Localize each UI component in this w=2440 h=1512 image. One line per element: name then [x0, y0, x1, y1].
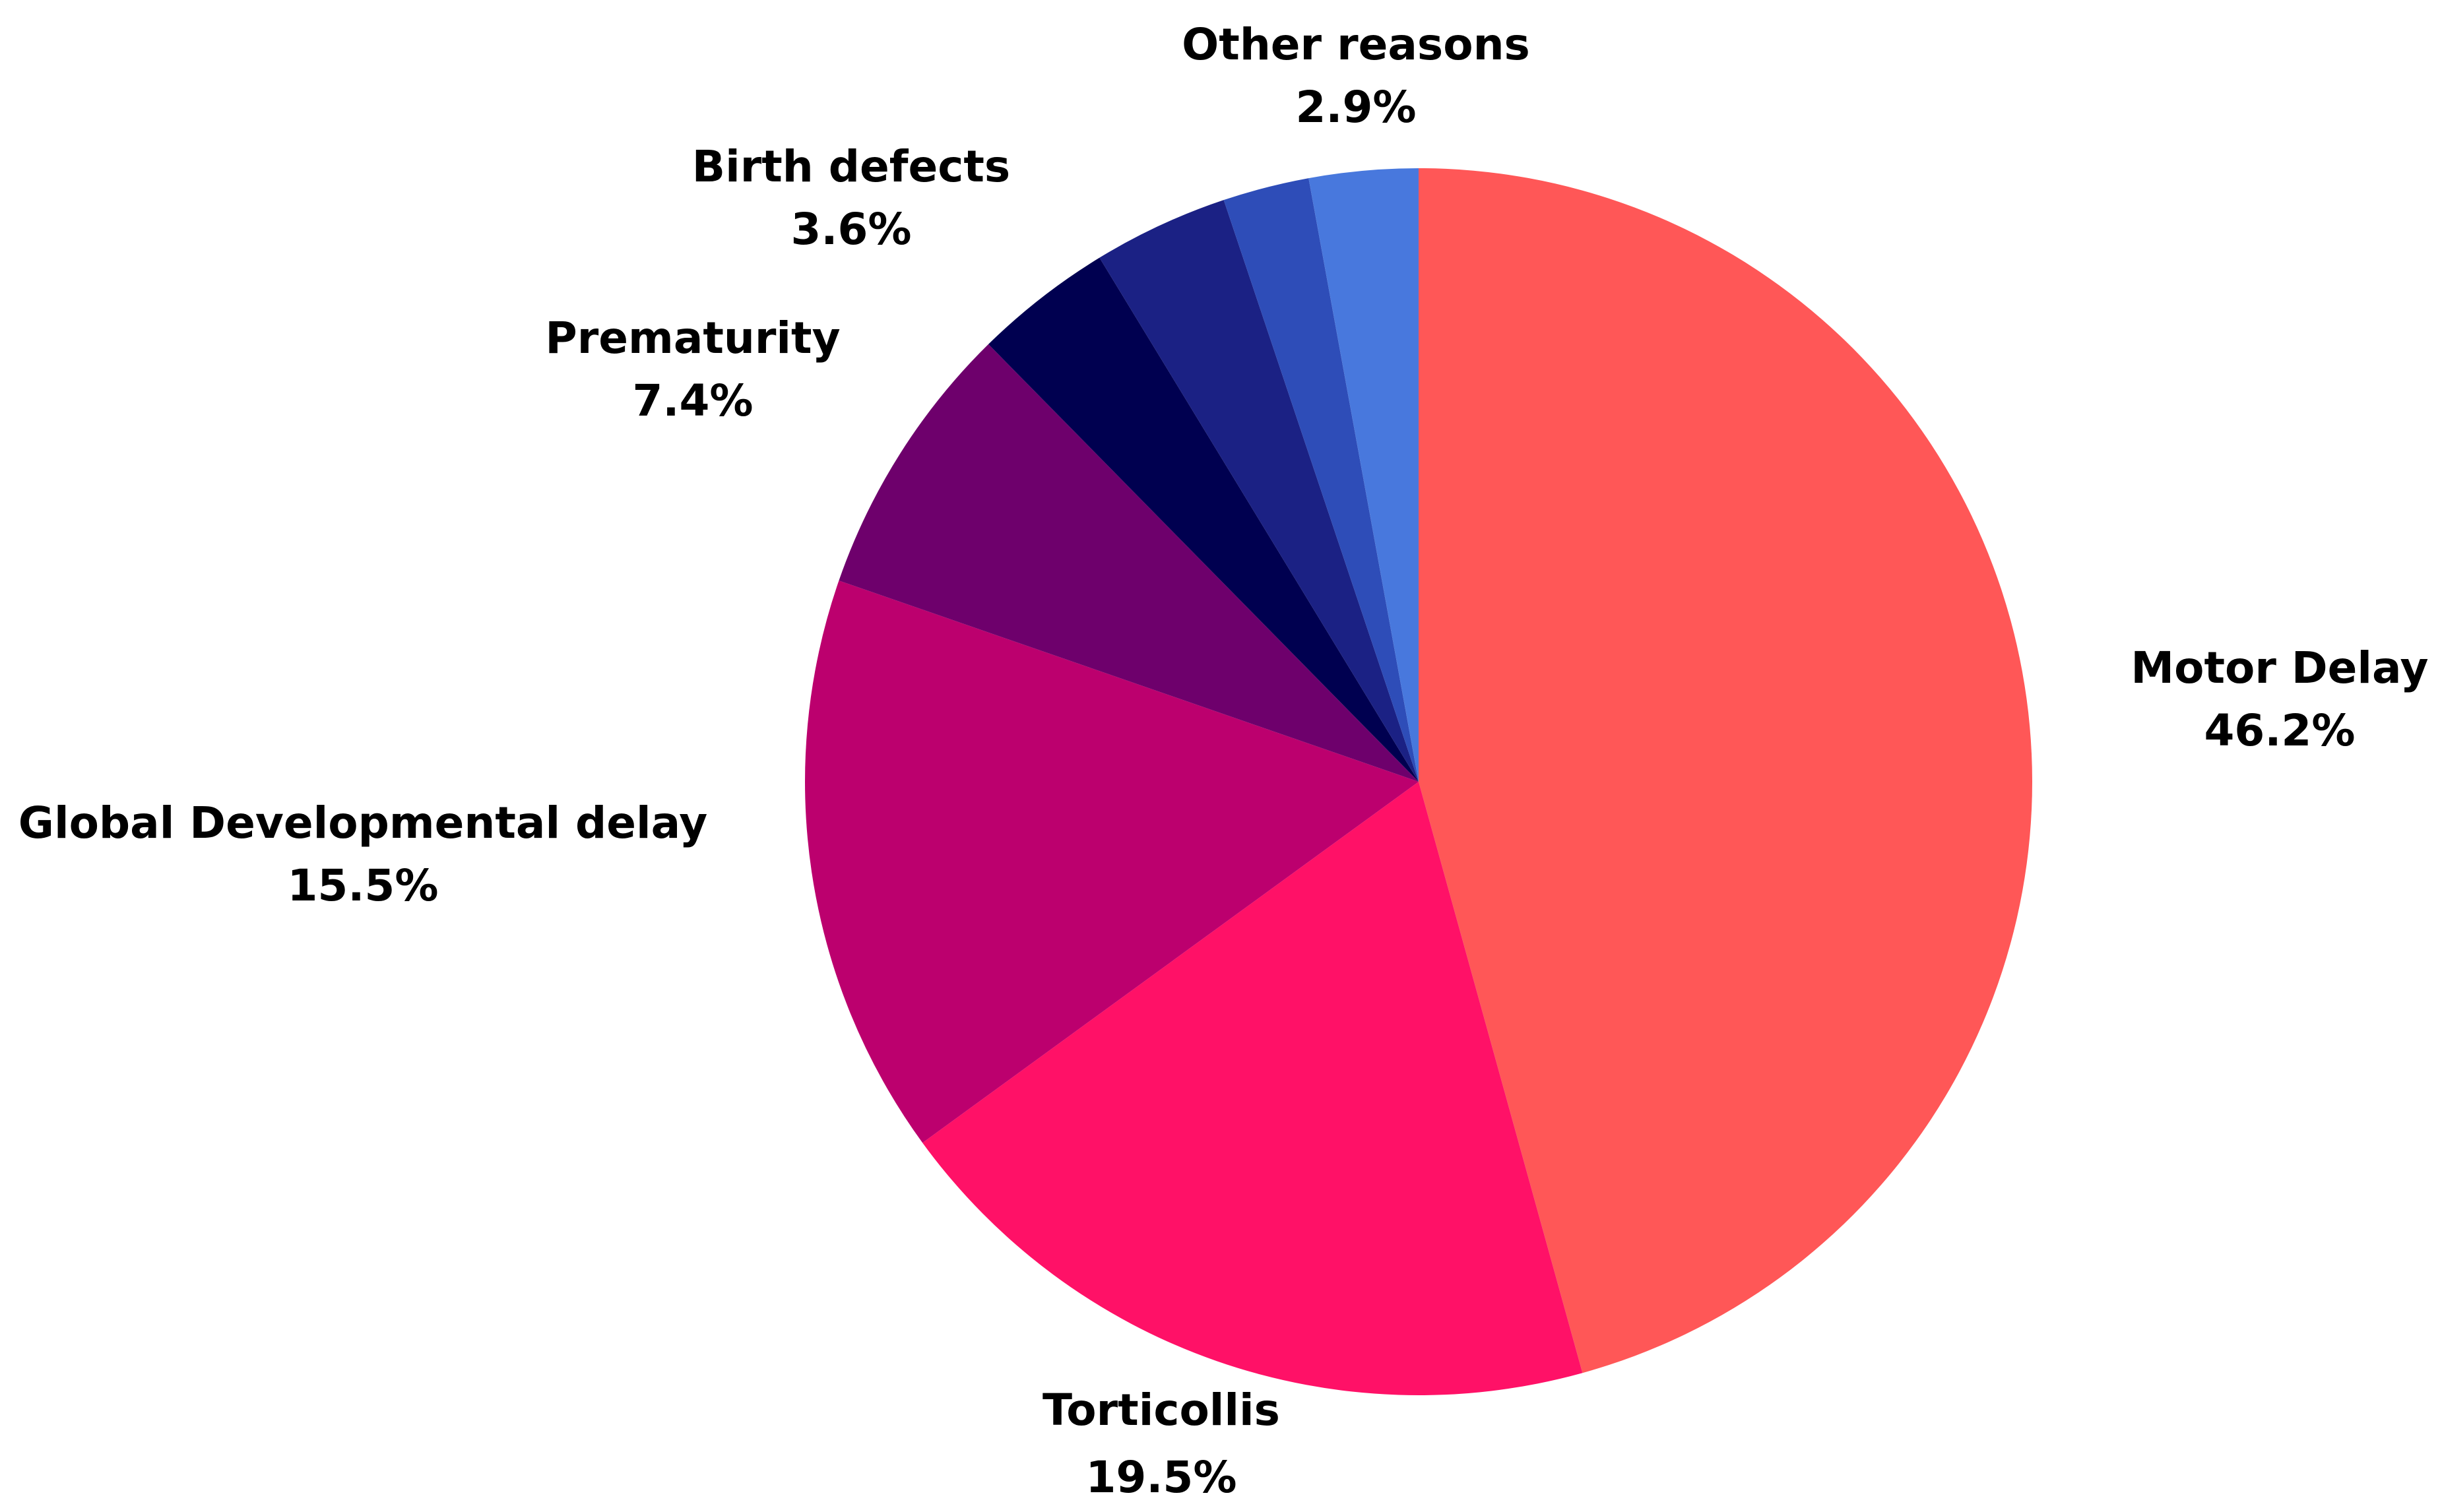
value-birth-defects: 3.6%: [790, 204, 911, 255]
pie-slice-prematurity: [839, 344, 1419, 782]
label-birth-defects: Birth defects: [692, 141, 1010, 192]
pie-slice-motor-delay: [1419, 168, 2033, 1373]
label-other-reasons: Other reasons: [1182, 19, 1530, 70]
pie-slice-other-reasons: [1308, 168, 1419, 782]
pie-slice-unlabeled-4: [988, 257, 1419, 782]
value-torticollis: 19.5%: [1086, 1452, 1237, 1503]
value-global-developmental-delay: 15.5%: [288, 860, 439, 911]
pie-slices: [805, 168, 2033, 1395]
pie-slice-global-developmental-delay: [805, 581, 1419, 1143]
value-motor-delay: 46.2%: [2204, 705, 2356, 756]
label-global-developmental-delay: Global Developmental delay: [18, 798, 707, 848]
pie-labels: Motor Delay 46.2% Torticollis 19.5% Glob…: [18, 19, 2429, 1503]
label-motor-delay: Motor Delay: [2131, 643, 2428, 693]
value-prematurity: 7.4%: [632, 375, 753, 426]
pie-slice-birth-defects: [1099, 200, 1419, 782]
label-prematurity: Prematurity: [545, 313, 840, 363]
value-other-reasons: 2.9%: [1295, 82, 1416, 133]
pie-slice-unlabeled-6: [1223, 178, 1419, 782]
pie-slice-torticollis: [922, 782, 1583, 1395]
label-torticollis: Torticollis: [1043, 1385, 1280, 1435]
